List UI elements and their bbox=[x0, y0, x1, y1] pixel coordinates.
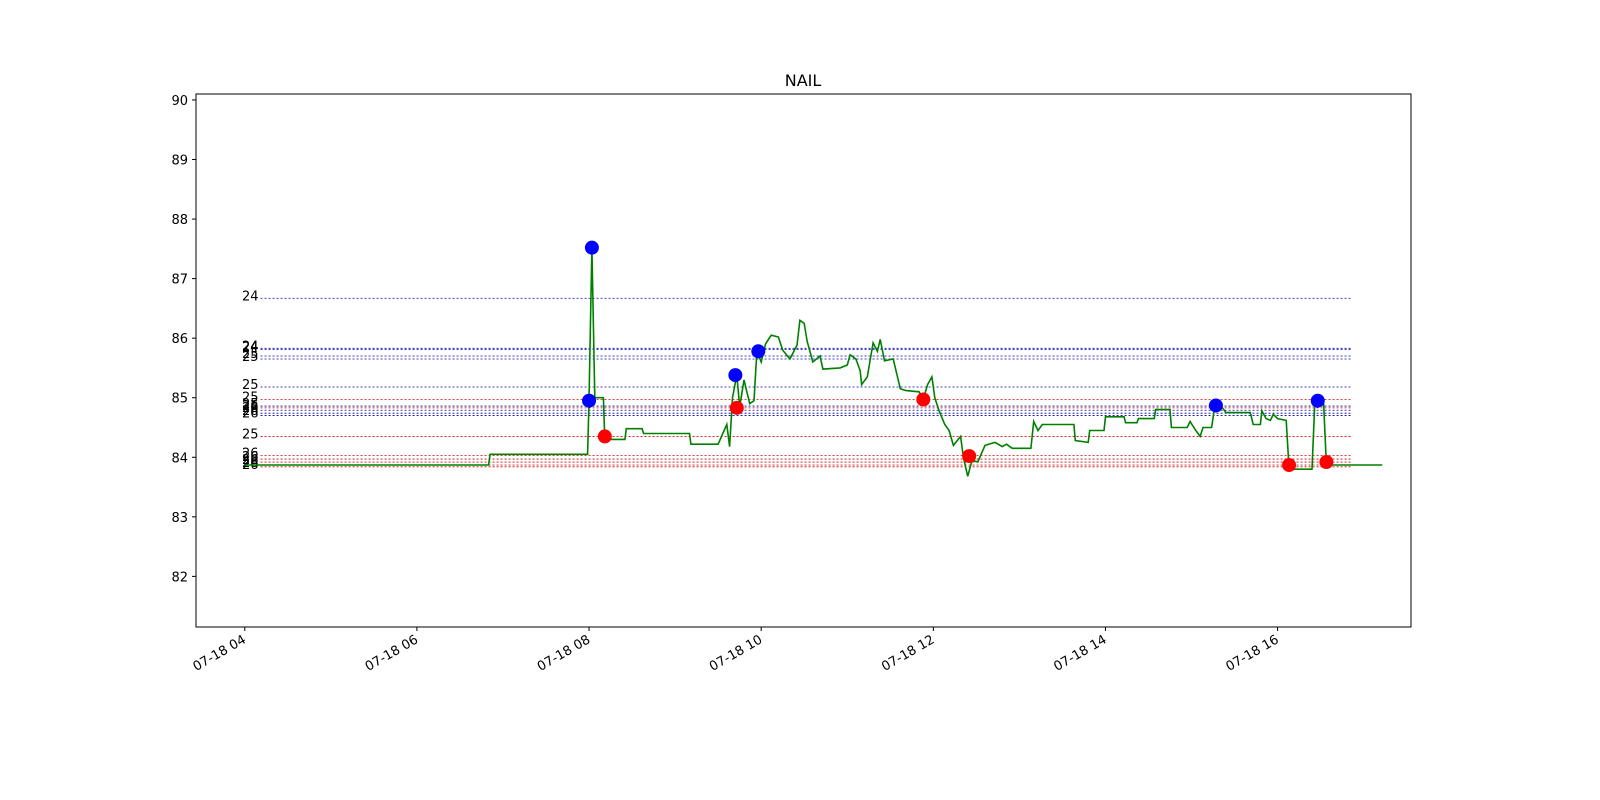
level-label: 25 bbox=[242, 378, 259, 393]
sell-marker bbox=[729, 400, 744, 415]
y-tick-label: 87 bbox=[171, 273, 188, 288]
level-label: 26 bbox=[242, 404, 259, 419]
y-tick-label: 86 bbox=[171, 332, 188, 347]
level-label: 25 bbox=[242, 350, 259, 365]
sell-marker bbox=[1319, 455, 1334, 470]
level-label: 24 bbox=[242, 289, 259, 304]
level-label: 26 bbox=[242, 401, 259, 416]
sell-marker bbox=[1282, 458, 1297, 473]
buy-marker bbox=[1208, 398, 1223, 413]
level-label: 25 bbox=[242, 427, 259, 442]
buy-marker bbox=[728, 368, 743, 383]
level-label: 26 bbox=[242, 446, 259, 461]
y-tick-label: 90 bbox=[171, 94, 188, 109]
level-label: 24 bbox=[242, 339, 259, 354]
buy-marker bbox=[1310, 393, 1325, 408]
y-tick-label: 84 bbox=[171, 451, 188, 466]
y-tick-label: 83 bbox=[171, 511, 188, 526]
level-label: 25 bbox=[242, 347, 259, 362]
buy-marker bbox=[584, 240, 599, 255]
level-label: 25 bbox=[242, 397, 259, 412]
y-tick-label: 82 bbox=[171, 570, 188, 585]
level-label: 26 bbox=[242, 450, 259, 465]
level-label: 26 bbox=[242, 407, 259, 422]
y-tick-label: 88 bbox=[171, 213, 188, 228]
sell-marker bbox=[597, 429, 612, 444]
plot-frame bbox=[195, 93, 1412, 628]
buy-marker bbox=[582, 393, 597, 408]
level-label: 25 bbox=[242, 391, 259, 406]
level-label: 26 bbox=[242, 456, 259, 471]
sell-marker bbox=[962, 449, 977, 464]
y-tick-label: 89 bbox=[171, 154, 188, 169]
level-label: 26 bbox=[242, 399, 259, 414]
chart-title: NAIL bbox=[785, 71, 822, 90]
buy-marker bbox=[751, 344, 766, 359]
level-label: 24 bbox=[242, 340, 259, 355]
sell-marker bbox=[916, 392, 931, 407]
y-tick-label: 85 bbox=[171, 392, 188, 407]
